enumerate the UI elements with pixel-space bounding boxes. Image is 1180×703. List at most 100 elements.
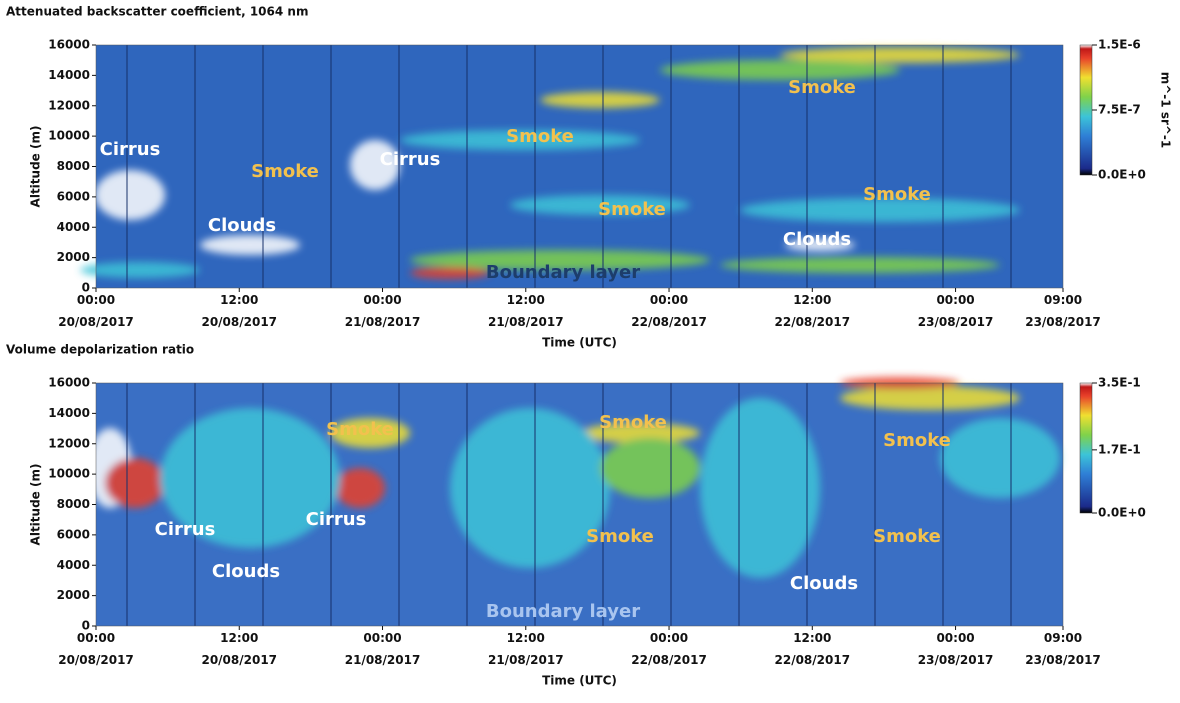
colorbar-tick-label: 1.5E-6: [1098, 38, 1141, 52]
texture-streak: [806, 383, 808, 626]
annotation: Cirrus: [380, 149, 441, 170]
x-tick-label: 00:00 20/08/2017: [58, 293, 134, 329]
texture-streak: [1010, 45, 1012, 288]
texture-streak: [126, 45, 128, 288]
x-tick-label: 12:00 22/08/2017: [775, 293, 851, 329]
annotation: Clouds: [208, 215, 276, 236]
colorbar-tick-label: 7.5E-7: [1098, 103, 1141, 117]
annotation: Clouds: [790, 573, 858, 594]
texture-streak: [738, 383, 740, 626]
texture-streak: [466, 45, 468, 288]
y-tick-label: 0: [82, 619, 90, 633]
texture-blob: [600, 438, 700, 498]
x-tick-label: 00:00 23/08/2017: [918, 293, 994, 329]
texture-streak: [806, 45, 808, 288]
y-tick-label: 16000: [48, 376, 90, 390]
annotation: Boundary layer: [486, 262, 640, 283]
x-tick-label: 00:00 21/08/2017: [345, 293, 421, 329]
x-axis-label: Time (UTC): [542, 336, 617, 350]
heatmap-texture: [80, 47, 1020, 279]
annotation: Clouds: [783, 229, 851, 250]
y-tick-label: 10000: [48, 129, 90, 143]
y-tick-label: 8000: [57, 497, 90, 511]
y-axis-label: Altitude (m): [29, 464, 43, 546]
x-tick-label: 12:00 22/08/2017: [775, 631, 851, 667]
colorbar-label: m^-1 sr^-1: [1159, 72, 1173, 149]
x-tick-label: 12:00 21/08/2017: [488, 631, 564, 667]
y-tick-label: 10000: [48, 467, 90, 481]
colorbar-tick-label: 1.7E-1: [1098, 442, 1141, 456]
y-axis-label: Altitude (m): [29, 126, 43, 208]
x-tick-label: 12:00 21/08/2017: [488, 293, 564, 329]
colorbar: [1079, 382, 1093, 514]
texture-streak: [942, 45, 944, 288]
texture-streak: [126, 383, 128, 626]
y-tick-label: 4000: [57, 220, 90, 234]
texture-blob: [200, 235, 300, 255]
x-tick-label: 00:00 21/08/2017: [345, 631, 421, 667]
y-tick-label: 0: [82, 281, 90, 295]
annotation: Smoke: [586, 526, 654, 547]
x-tick-label: 00:00 22/08/2017: [631, 631, 707, 667]
texture-blob: [105, 458, 165, 508]
y-tick-label: 14000: [48, 406, 90, 420]
texture-streak: [670, 383, 672, 626]
annotation: Smoke: [863, 184, 931, 205]
texture-streak: [602, 383, 604, 626]
texture-blob: [350, 140, 400, 190]
chart-title: Volume depolarization ratio: [6, 343, 194, 357]
x-tick-label: 12:00 20/08/2017: [201, 631, 277, 667]
colorbar-tick-label: 0.0E+0: [1098, 506, 1146, 520]
texture-streak: [534, 383, 536, 626]
texture-blob: [720, 257, 1000, 273]
texture-blob: [785, 239, 855, 251]
x-tick-label: 00:00 22/08/2017: [631, 293, 707, 329]
texture-streak: [874, 383, 876, 626]
texture-blob: [840, 386, 1020, 410]
texture-blob: [660, 60, 900, 80]
texture-streak: [194, 383, 196, 626]
x-tick-label: 00:00 20/08/2017: [58, 631, 134, 667]
texture-streak: [194, 45, 196, 288]
texture-streak: [262, 45, 264, 288]
y-tick-label: 2000: [57, 250, 90, 264]
texture-streak: [1010, 383, 1012, 626]
y-tick-label: 6000: [57, 527, 90, 541]
texture-blob: [410, 250, 710, 270]
texture-streak: [738, 45, 740, 288]
annotation: Smoke: [788, 77, 856, 98]
texture-streak: [466, 383, 468, 626]
texture-blob: [80, 262, 200, 278]
texture-streak: [398, 383, 400, 626]
chart: Volume depolarization ratio 0 2000 4000 6000…: [6, 343, 1146, 688]
texture-streak: [534, 45, 536, 288]
y-tick-label: 4000: [57, 558, 90, 572]
texture-blob: [700, 398, 820, 578]
y-tick-label: 14000: [48, 68, 90, 82]
texture-streak: [602, 45, 604, 288]
x-axis-label: Time (UTC): [542, 674, 617, 688]
texture-blob: [540, 92, 660, 108]
texture-streak: [330, 45, 332, 288]
annotation: Clouds: [212, 561, 280, 582]
texture-blob: [450, 408, 610, 568]
texture-blob: [160, 408, 340, 548]
texture-streak: [670, 45, 672, 288]
texture-blob: [780, 47, 1020, 63]
chart: Attenuated backscatter coefficient, 1064…: [6, 5, 1173, 350]
x-tick-label: 09:00 23/08/2017: [1025, 631, 1101, 667]
texture-streak: [398, 45, 400, 288]
y-tick-label: 12000: [48, 436, 90, 450]
annotation: Cirrus: [155, 519, 216, 540]
texture-blob: [400, 130, 640, 150]
y-tick-label: 8000: [57, 159, 90, 173]
y-tick-label: 2000: [57, 588, 90, 602]
texture-blob: [410, 267, 490, 279]
texture-streak: [330, 383, 332, 626]
annotation: Smoke: [506, 126, 574, 147]
texture-blob: [330, 418, 410, 448]
texture-blob: [510, 195, 690, 215]
annotation: Smoke: [883, 430, 951, 451]
